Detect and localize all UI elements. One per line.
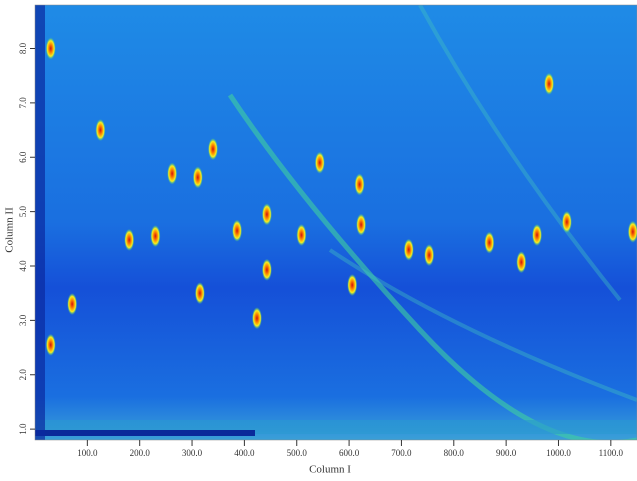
x-tick-label: 500.0	[287, 448, 308, 458]
peak	[232, 219, 243, 242]
peak	[194, 282, 205, 305]
y-tick-label: 1.0	[18, 423, 28, 435]
peak	[424, 244, 435, 267]
y-tick-label: 2.0	[18, 369, 28, 381]
peak	[532, 224, 543, 247]
x-tick-label: 900.0	[496, 448, 517, 458]
y-tick-label: 4.0	[18, 260, 28, 272]
peak	[561, 210, 572, 233]
y-axis-title: Column II	[4, 207, 16, 253]
peak	[167, 162, 178, 185]
peak	[207, 138, 218, 161]
x-tick-label: 600.0	[339, 448, 360, 458]
x-tick-label: 1100.0	[599, 448, 624, 458]
peak	[124, 228, 135, 251]
peak	[544, 72, 555, 95]
x-tick-label: 800.0	[444, 448, 465, 458]
x-tick-label: 300.0	[182, 448, 203, 458]
peak	[150, 225, 161, 248]
x-tick-label: 100.0	[77, 448, 98, 458]
peak	[627, 220, 637, 243]
peak	[296, 224, 307, 247]
plot-background	[35, 5, 637, 440]
peak	[95, 119, 106, 142]
peak	[251, 307, 262, 330]
peak	[347, 274, 358, 297]
peak	[484, 231, 495, 254]
peak	[356, 213, 367, 236]
peak	[261, 258, 272, 281]
y-tick-label: 6.0	[18, 151, 28, 163]
x-tick-label: 700.0	[391, 448, 412, 458]
peak	[45, 37, 56, 60]
peak	[67, 293, 78, 316]
y-tick-label: 8.0	[18, 42, 28, 54]
peak	[354, 173, 365, 196]
peak	[261, 203, 272, 226]
peak	[192, 166, 203, 189]
x-tick-label: 200.0	[130, 448, 151, 458]
plot-frame	[34, 4, 637, 441]
peak	[45, 333, 56, 356]
x-axis-title: Column I	[309, 464, 351, 476]
y-tick-label: 7.0	[18, 97, 28, 109]
y-tick-label: 3.0	[18, 314, 28, 326]
x-tick-label: 1000.0	[546, 448, 571, 458]
y-tick-label: 5.0	[18, 206, 28, 218]
peak	[516, 251, 527, 274]
peak	[403, 238, 414, 261]
x-tick-label: 400.0	[234, 448, 255, 458]
peak	[314, 151, 325, 174]
